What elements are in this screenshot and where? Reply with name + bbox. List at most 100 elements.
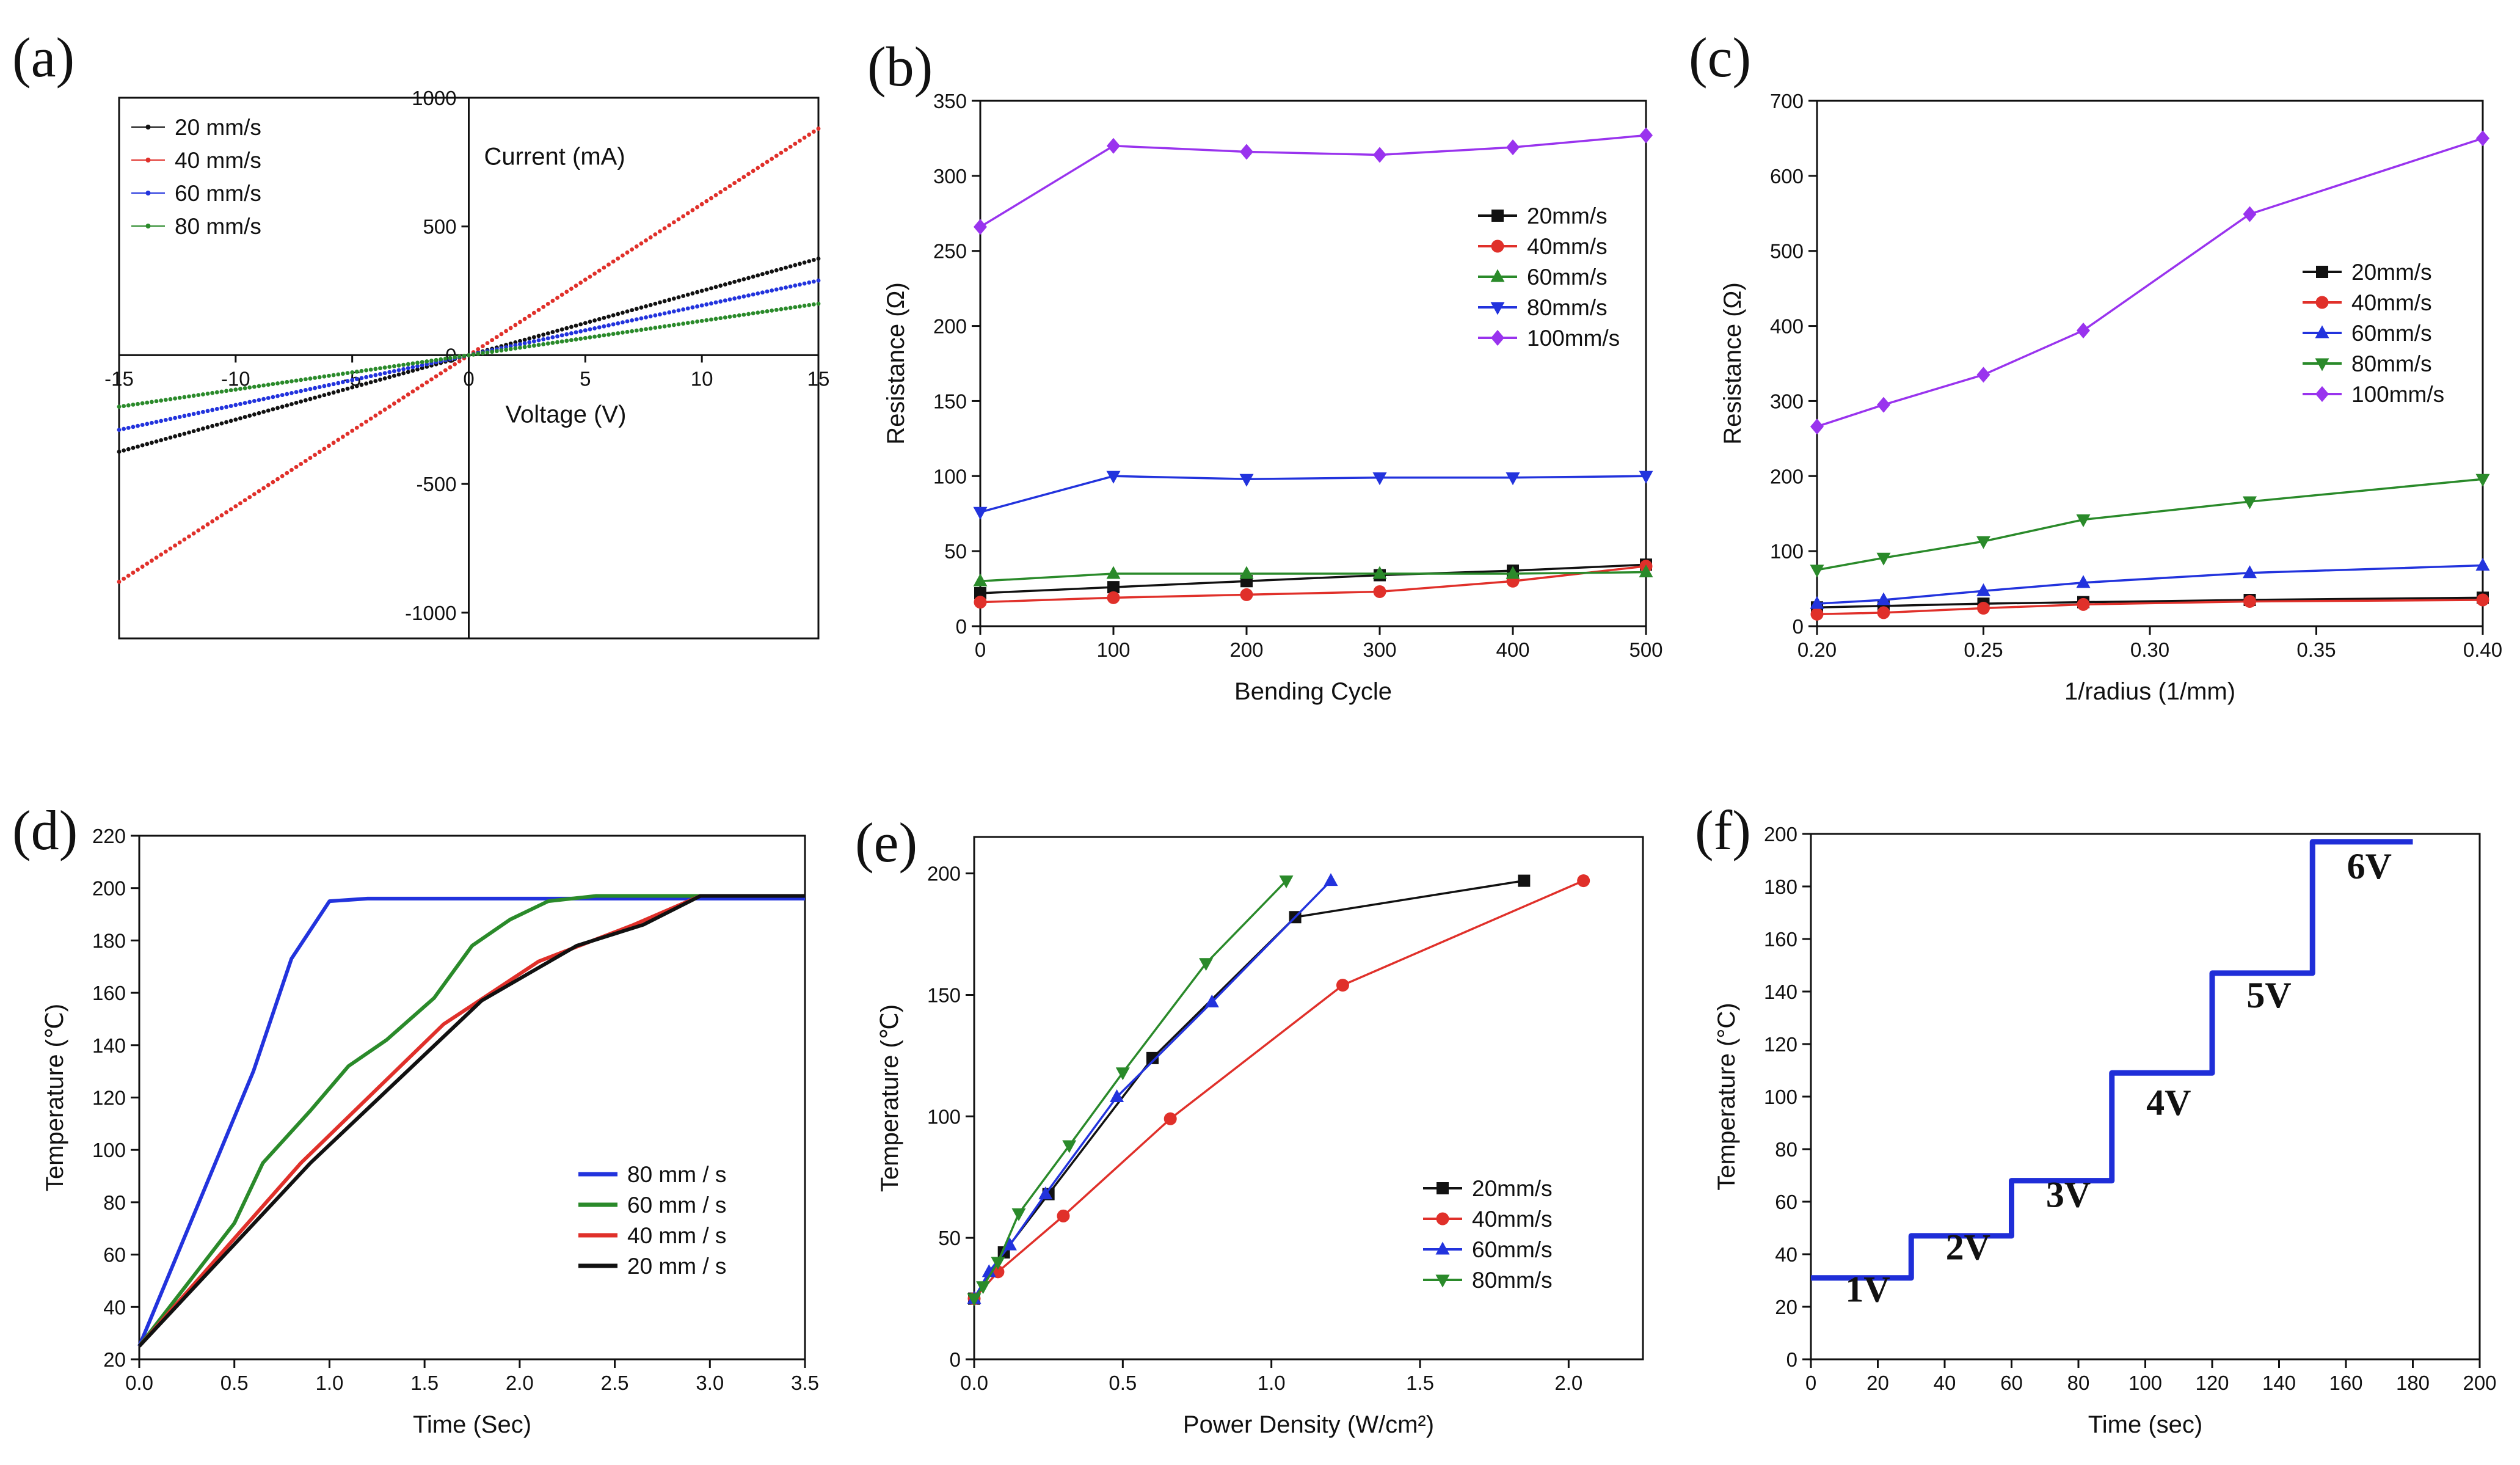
data-point: [522, 341, 527, 346]
legend-entry-40mm-s: 40mm/s: [1478, 234, 1608, 259]
y-tick-label: 80: [1775, 1138, 1797, 1161]
data-point: [569, 287, 574, 291]
data-point: [387, 374, 392, 379]
legend-label: 60mm/s: [1472, 1237, 1553, 1262]
data-point: [345, 386, 350, 391]
data-point: [1976, 583, 1990, 596]
data-point: [756, 273, 760, 278]
series-20-mm-s: [137, 894, 805, 1348]
y-tick-label: 120: [92, 1087, 126, 1109]
data-point: [662, 311, 667, 316]
data-point: [1372, 566, 1387, 579]
data-point: [387, 370, 392, 374]
data-point: [681, 214, 686, 219]
data-point: [252, 384, 257, 389]
data-point: [621, 253, 625, 258]
data-point: [974, 596, 987, 609]
legend-marker: [2315, 386, 2329, 402]
step-voltage-label: 6V: [2347, 846, 2392, 886]
series-line: [973, 880, 1332, 1299]
data-point: [439, 371, 443, 376]
data-point: [583, 321, 588, 326]
data-point: [238, 501, 242, 506]
data-point: [313, 376, 317, 380]
x-tick-label: 2.0: [506, 1372, 534, 1394]
x-tick-label: 5: [580, 367, 591, 390]
series-line: [973, 880, 1287, 1299]
panel-label: (c): [1689, 26, 1751, 89]
data-point: [387, 404, 392, 409]
data-point: [177, 395, 182, 400]
series-80mm-s: [967, 875, 1294, 1307]
data-point: [574, 337, 578, 342]
data-point: [499, 348, 504, 353]
data-point: [401, 362, 406, 367]
data-point: [564, 326, 569, 331]
data-point: [704, 302, 709, 307]
data-point: [602, 324, 606, 329]
data-point: [788, 284, 793, 289]
x-tick-label: 80: [2067, 1372, 2090, 1394]
data-point: [531, 343, 536, 348]
data-point: [131, 402, 136, 407]
data-point: [2476, 593, 2489, 607]
data-point: [313, 395, 317, 400]
data-point: [555, 296, 559, 300]
y-axis-label: Temperature (℃): [42, 1004, 68, 1191]
data-point: [2243, 496, 2257, 510]
legend-label: 40 mm/s: [175, 148, 261, 173]
data-point: [746, 293, 751, 298]
data-point: [741, 175, 746, 180]
data-point: [723, 282, 727, 287]
data-point: [410, 361, 415, 366]
data-point: [327, 382, 331, 387]
data-point: [219, 421, 224, 426]
data-point: [308, 396, 313, 401]
data-point: [681, 294, 686, 298]
data-point: [611, 322, 616, 327]
x-tick-label: 0.5: [1109, 1372, 1137, 1394]
data-point: [741, 277, 746, 282]
data-point: [242, 401, 247, 406]
legend-marker: [145, 158, 151, 163]
data-point: [145, 400, 150, 405]
data-point: [756, 166, 760, 170]
legend-label: 20 mm/s: [175, 115, 261, 140]
data-point: [793, 263, 798, 268]
data-point: [182, 431, 187, 436]
panel-d: (d) 0.0 0.5 1.0 1.5 2.0 2.5 3.0 3.5 20 40 60 80 100 12…: [12, 799, 819, 1438]
y-tick-label: 600: [1770, 165, 1804, 188]
data-point: [588, 274, 592, 279]
data-point: [299, 378, 304, 382]
data-point: [545, 331, 550, 336]
data-point: [737, 278, 741, 283]
data-point: [247, 495, 252, 500]
y-tick-label: 220: [92, 825, 126, 847]
data-point: [788, 264, 793, 269]
data-point: [159, 438, 164, 442]
legend-label: 60mm/s: [2351, 321, 2432, 346]
y-tick-label: -500: [416, 473, 456, 495]
data-point: [704, 199, 709, 203]
data-point: [518, 342, 522, 346]
data-point: [219, 406, 224, 411]
data-point: [527, 344, 532, 349]
legend-entry-60-mm-s: 60 mm / s: [578, 1193, 726, 1218]
legend-entry-60mm-s: 60mm/s: [2303, 321, 2432, 346]
data-point: [341, 434, 345, 439]
data-point: [173, 415, 177, 420]
data-point: [569, 324, 574, 329]
data-point: [634, 328, 639, 333]
data-point: [406, 362, 410, 367]
data-point: [406, 366, 410, 371]
data-point: [173, 434, 177, 439]
data-point: [354, 425, 359, 430]
data-point: [667, 223, 672, 228]
data-point: [140, 443, 145, 448]
data-point: [163, 549, 168, 554]
legend-marker: [1437, 1182, 1449, 1194]
data-point: [429, 377, 434, 382]
data-point: [364, 419, 368, 424]
legend-label: 80mm/s: [1472, 1268, 1553, 1293]
data-point: [424, 359, 429, 364]
